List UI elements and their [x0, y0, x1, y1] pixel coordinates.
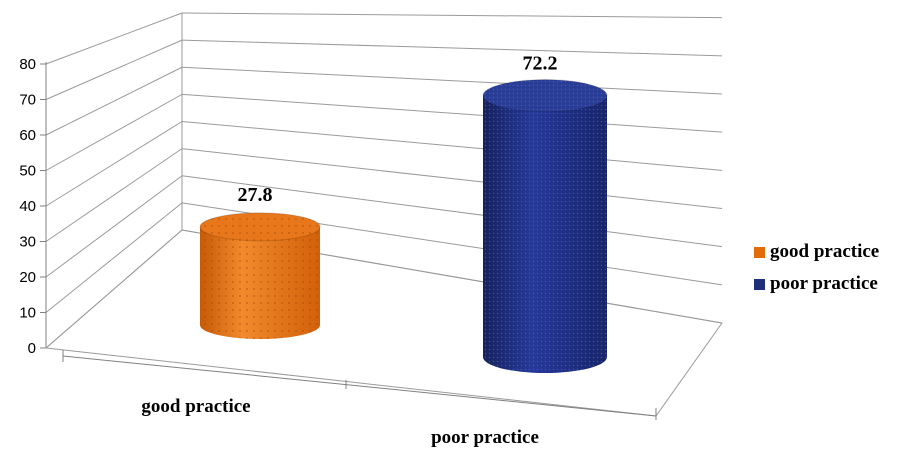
plot-area: 0 10 20 30 40 50 60 70 80 27.8 72.2 good practice po…: [19, 12, 723, 448]
bar-texture-poor-practice: [483, 95, 607, 374]
y-tick-label: 40: [19, 198, 36, 215]
back-gridline: [181, 175, 723, 248]
legend: good practice poor practice: [754, 236, 879, 300]
bar-top-texture-poor-practice: [483, 79, 607, 112]
y-tick-label: 80: [19, 56, 36, 73]
y-tick-label: 20: [19, 269, 36, 286]
side-gridline: [45, 148, 183, 242]
side-gridline: [45, 202, 183, 313]
y-tick-label: 10: [19, 305, 36, 322]
legend-label-good-practice: good practice: [770, 241, 880, 262]
back-gridline: [181, 12, 723, 19]
bar-texture-good-practice: [200, 226, 320, 339]
side-gridline: [45, 66, 183, 136]
back-gridline: [181, 93, 723, 133]
x-axis-line: [62, 355, 657, 417]
y-tick-label: 60: [19, 127, 36, 144]
legend-swatch-poor-practice: [754, 278, 765, 290]
side-gridline: [45, 93, 183, 171]
back-gridline: [181, 148, 723, 209]
data-label-good-practice: 27.8: [238, 184, 273, 206]
side-gridline: [45, 39, 183, 100]
side-gridline: [45, 12, 183, 65]
legend-label-poor-practice: poor practice: [770, 273, 878, 294]
legend-swatch-good-practice: [754, 246, 765, 258]
floor: [44, 229, 723, 417]
y-tick-label: 0: [28, 340, 36, 357]
legend-item-good-practice: good practice: [754, 236, 879, 268]
legend-item-poor-practice: poor practice: [754, 268, 879, 300]
back-gridline: [181, 39, 723, 57]
bar-top-texture-good-practice: [200, 212, 320, 241]
y-tick-label: 50: [19, 163, 36, 180]
y-tick-label: 30: [19, 234, 36, 251]
data-label-poor-practice: 72.2: [523, 53, 558, 75]
back-gridline: [181, 66, 723, 95]
x-category-label: poor practice: [431, 427, 539, 448]
x-category-label: good practice: [141, 396, 250, 417]
side-gridline: [45, 121, 183, 207]
side-gridline: [45, 175, 183, 278]
y-tick-label: 70: [19, 92, 36, 109]
back-gridline: [181, 121, 723, 171]
